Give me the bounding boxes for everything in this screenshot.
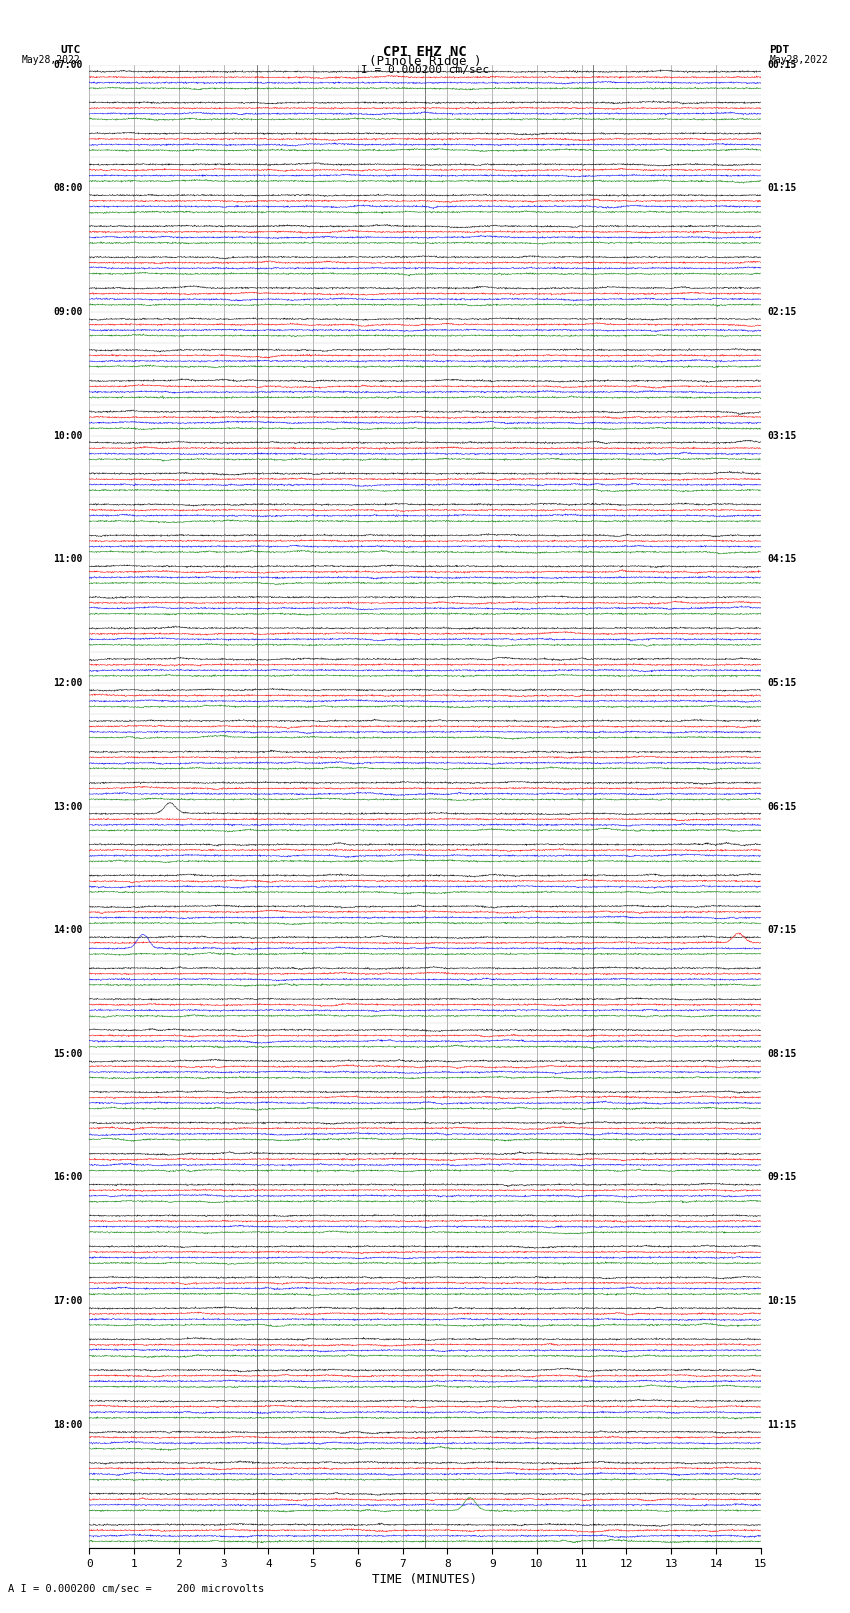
Text: 04:15: 04:15	[768, 555, 796, 565]
Text: 09:15: 09:15	[768, 1173, 796, 1182]
Text: 11:00: 11:00	[54, 555, 82, 565]
Text: 08:00: 08:00	[54, 184, 82, 194]
Text: 05:15: 05:15	[768, 677, 796, 687]
Text: 08:15: 08:15	[768, 1048, 796, 1058]
Text: 00:15: 00:15	[768, 60, 796, 69]
Text: 09:00: 09:00	[54, 306, 82, 316]
Text: 03:15: 03:15	[768, 431, 796, 440]
Text: 13:00: 13:00	[54, 802, 82, 811]
Text: 01:15: 01:15	[768, 184, 796, 194]
Text: 06:15: 06:15	[768, 802, 796, 811]
Text: 14:00: 14:00	[54, 926, 82, 936]
Text: 07:00: 07:00	[54, 60, 82, 69]
Text: 15:00: 15:00	[54, 1048, 82, 1058]
Text: May28,2022: May28,2022	[22, 55, 81, 65]
Text: 18:00: 18:00	[54, 1419, 82, 1429]
Text: 16:00: 16:00	[54, 1173, 82, 1182]
Text: 12:00: 12:00	[54, 677, 82, 687]
Text: PDT: PDT	[769, 45, 790, 55]
Text: A I = 0.000200 cm/sec =    200 microvolts: A I = 0.000200 cm/sec = 200 microvolts	[8, 1584, 264, 1594]
Text: I = 0.000200 cm/sec: I = 0.000200 cm/sec	[361, 65, 489, 74]
Text: 02:15: 02:15	[768, 306, 796, 316]
Text: 11:15: 11:15	[768, 1419, 796, 1429]
X-axis label: TIME (MINUTES): TIME (MINUTES)	[372, 1573, 478, 1586]
Text: May28,2022: May28,2022	[769, 55, 828, 65]
Text: 10:15: 10:15	[768, 1297, 796, 1307]
Text: 10:00: 10:00	[54, 431, 82, 440]
Text: 17:00: 17:00	[54, 1297, 82, 1307]
Text: CPI EHZ NC: CPI EHZ NC	[383, 45, 467, 60]
Text: 07:15: 07:15	[768, 926, 796, 936]
Text: UTC: UTC	[60, 45, 81, 55]
Text: (Pinole Ridge ): (Pinole Ridge )	[369, 55, 481, 68]
